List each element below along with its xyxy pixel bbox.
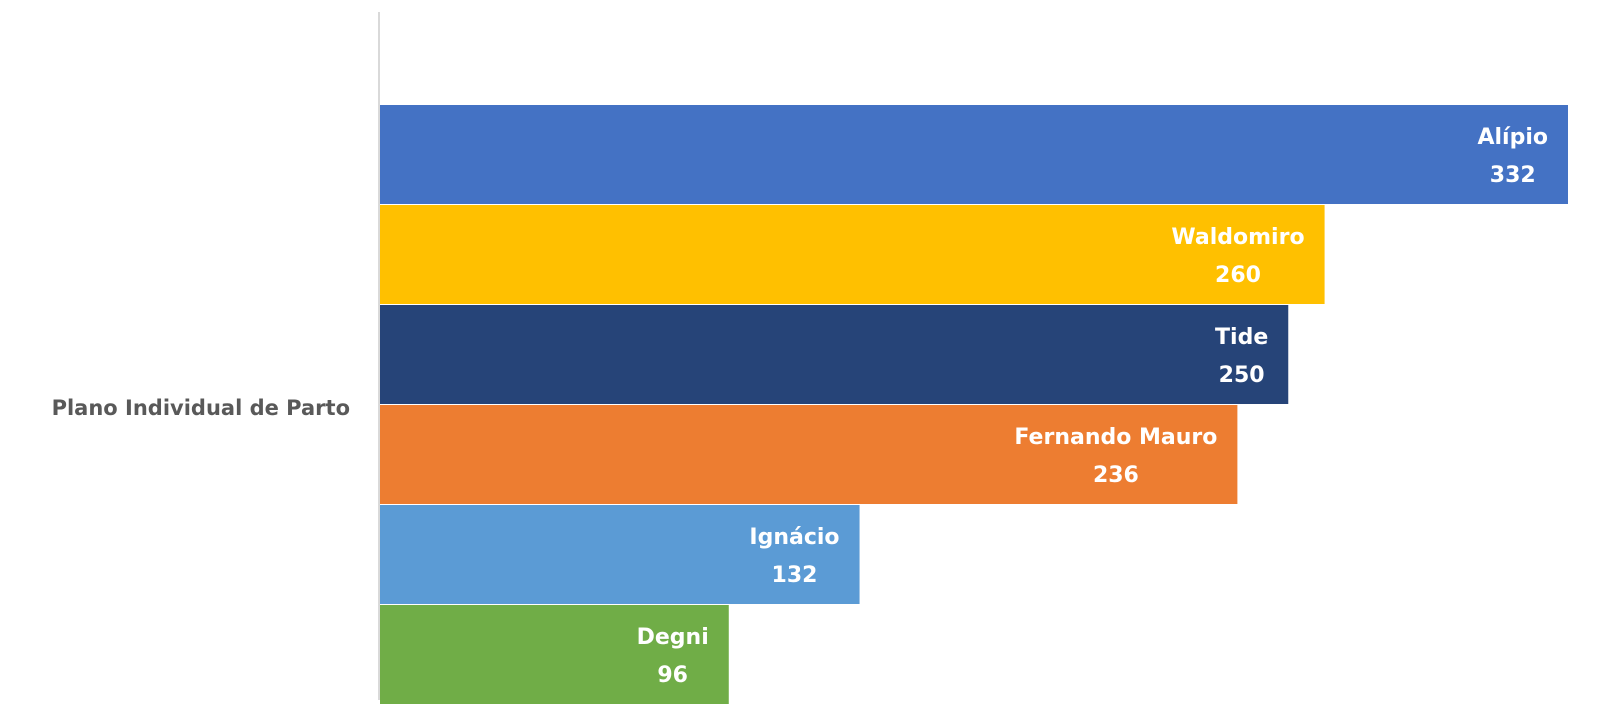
data-label-value: 132	[772, 563, 818, 588]
data-label-value: 96	[657, 663, 688, 688]
data-label-name: Tide	[1215, 325, 1268, 350]
bar	[380, 405, 1238, 504]
bar	[380, 505, 860, 604]
data-label-name: Ignácio	[749, 525, 839, 550]
data-label-value: 236	[1093, 463, 1139, 488]
data-label-value: 260	[1215, 263, 1261, 288]
data-label-value: 250	[1219, 363, 1265, 388]
plot-area	[380, 105, 1568, 704]
data-label-name: Alípio	[1477, 125, 1548, 150]
category-label: Plano Individual de Parto	[52, 396, 350, 420]
bar	[380, 205, 1325, 304]
bar	[380, 305, 1289, 404]
bar	[380, 605, 729, 704]
bar	[380, 105, 1568, 204]
data-label-name: Fernando Mauro	[1014, 425, 1217, 450]
data-label-name: Degni	[637, 625, 709, 650]
data-label-name: Waldomiro	[1171, 225, 1304, 250]
data-label-value: 332	[1490, 163, 1536, 188]
